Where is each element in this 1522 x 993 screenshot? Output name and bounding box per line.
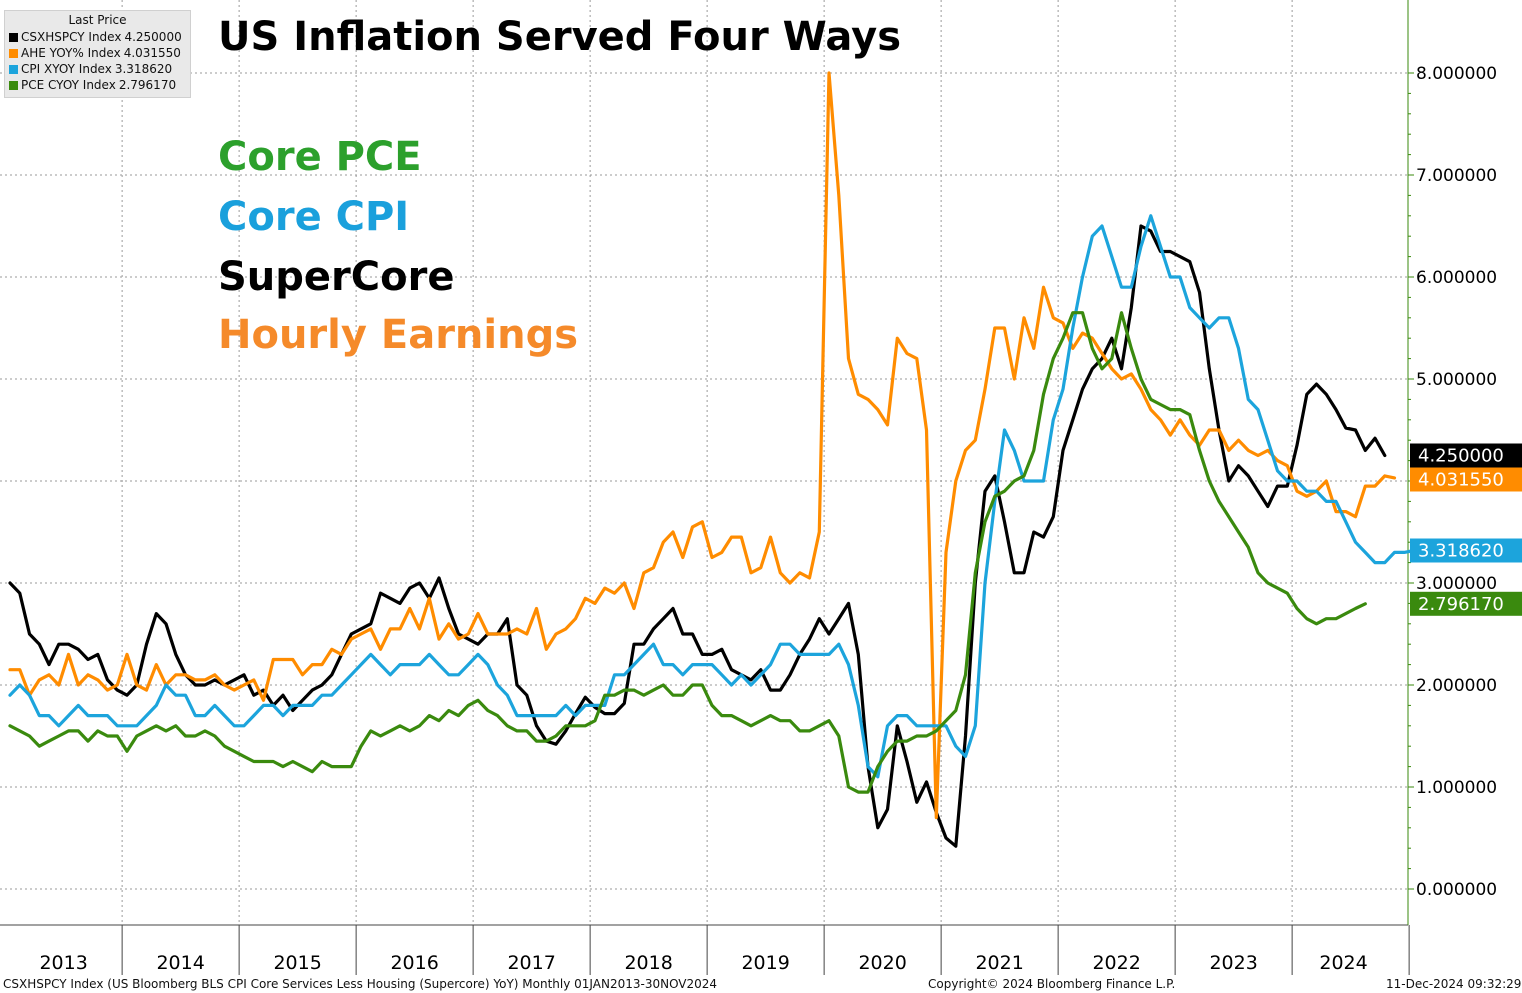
annotation-core-cpi: Core CPI (218, 194, 410, 240)
x-tick-label: 2018 (624, 952, 672, 974)
legend: Last Price CSXHSPCY Index 4.250000 AHE Y… (4, 10, 191, 98)
last-price-box-csxhspcy (1410, 443, 1522, 468)
y-tick-label: 3.000000 (1416, 574, 1497, 594)
x-tick-label: 2021 (975, 952, 1023, 974)
legend-swatch (9, 80, 18, 90)
x-tick-label: 2014 (156, 952, 204, 974)
series-line-pce (8, 311, 1367, 794)
last-price-label-ahe: 4.031550 (1418, 470, 1504, 491)
footer-source: CSXHSPCY Index (US Bloomberg BLS CPI Cor… (3, 977, 718, 991)
legend-item-name: CSXHSPCY Index (21, 30, 122, 44)
x-tick-label: 2020 (858, 952, 906, 974)
chart-title: US Inflation Served Four Ways (218, 14, 902, 60)
y-tick-label: 1.000000 (1416, 778, 1497, 798)
y-tick-label: 2.000000 (1416, 676, 1497, 696)
annotation-core-pce: Core PCE (218, 134, 422, 180)
series-line-csxhspcy (8, 224, 1387, 848)
annotation-supercore: SuperCore (218, 254, 455, 300)
last-price-box-pce (1410, 591, 1522, 616)
series-line-cpi (8, 214, 1416, 779)
x-tick-label: 2022 (1092, 952, 1140, 974)
legend-item-name: AHE YOY% Index (21, 46, 121, 60)
legend-item-value: 4.250000 (124, 30, 182, 44)
legend-item-value: 2.796170 (118, 78, 177, 92)
last-price-labels: 4.250000 4.031550 3.318620 2.796170 (1410, 443, 1522, 616)
x-tick-label: 2023 (1209, 952, 1257, 974)
x-tick-label: 2019 (741, 952, 789, 974)
legend-item: AHE YOY% Index 4.031550 (5, 45, 190, 61)
series-lines (8, 71, 1416, 848)
y-tick-label: 6.000000 (1416, 268, 1497, 288)
y-tick-label: 0.000000 (1416, 880, 1497, 900)
x-axis: 2013 2014 2015 2016 2017 2018 2019 2020 2021 2022… (0, 924, 1410, 975)
last-price-label-cpi: 3.318620 (1418, 541, 1504, 562)
last-price-label-pce: 2.796170 (1418, 594, 1504, 615)
legend-item-name: CPI XYOY Index (21, 62, 112, 76)
footer-copyright: Copyright© 2024 Bloomberg Finance L.P. (928, 977, 1176, 991)
legend-item-value: 4.031550 (123, 46, 181, 60)
y-tick-label: 8.000000 (1416, 64, 1497, 84)
legend-header: Last Price (68, 13, 127, 27)
legend-item-name: PCE CYOY Index (21, 78, 116, 92)
y-tick-label: 5.000000 (1416, 370, 1497, 390)
x-tick-label: 2015 (273, 952, 321, 974)
legend-item: CPI XYOY Index 3.318620 (5, 61, 190, 77)
series-line-ahe (8, 71, 1397, 820)
last-price-box-ahe (1410, 467, 1522, 492)
x-tick-label: 2024 (1319, 952, 1367, 974)
legend-item-value: 3.318620 (114, 62, 173, 76)
legend-item: CSXHSPCY Index 4.250000 (5, 29, 190, 45)
x-tick-label: 2017 (507, 952, 555, 974)
last-price-box-cpi (1410, 538, 1522, 563)
y-tick-label: 7.000000 (1416, 166, 1497, 186)
legend-swatch (9, 32, 18, 42)
gridlines (0, 0, 1408, 925)
legend-item: PCE CYOY Index 2.796170 (5, 77, 190, 93)
legend-swatch (9, 48, 18, 58)
x-tick-label: 2016 (390, 952, 438, 974)
legend-swatch (9, 64, 18, 74)
x-tick-label: 2013 (39, 952, 87, 974)
footer-timestamp: 11-Dec-2024 09:32:29 (1386, 977, 1522, 991)
last-price-label-csxhspcy: 4.250000 (1418, 446, 1504, 467)
annotation-hourly-earnings: Hourly Earnings (218, 312, 579, 358)
